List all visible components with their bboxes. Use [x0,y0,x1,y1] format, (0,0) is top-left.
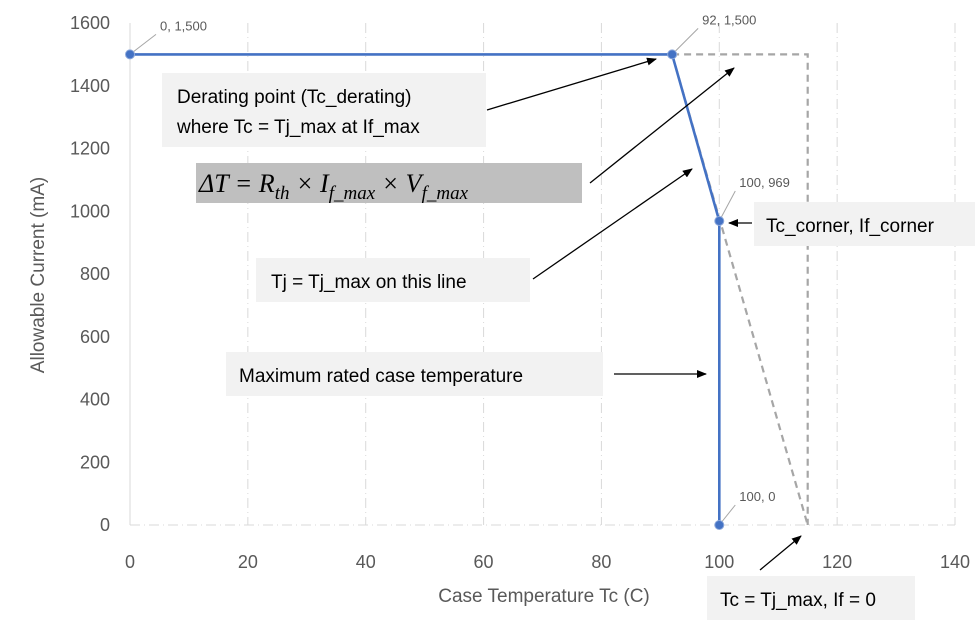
dashed-series-line [672,53,809,525]
x-axis-title: Case Temperature Tc (C) [438,586,650,607]
dashed-series-line [671,54,809,526]
y-tick-label: 800 [80,264,110,284]
y-tick-label: 1200 [70,139,110,159]
annotation-box [754,202,975,246]
x-tick-label: 60 [474,552,494,572]
x-tick-label: 140 [940,552,970,572]
annotation-box [256,258,530,302]
data-point [125,49,135,60]
data-point [714,215,725,226]
annotation-zero-text: Tc = Tj_max, If = 0 [720,590,876,611]
annotation-formula: ΔT = Rth × If_max × Vf_max [196,67,735,204]
arrow-derating [486,57,657,111]
x-tick-label: 100 [704,552,734,572]
data-point-label: 92, 1,500 [702,12,756,27]
annotation-zero: Tc = Tj_max, If = 0 [707,535,915,620]
x-tick-label: 20 [238,552,258,572]
points-layer: 0, 1,500 92, 1,500 100, 969 100, 0 [125,12,790,530]
y-tick-label: 1000 [70,201,110,221]
annotation-box [226,352,603,396]
data-point-label: 0, 1,500 [160,18,207,33]
point-leader-line [718,190,736,222]
data-point [714,520,725,530]
y-tick-label: 1400 [70,76,110,96]
arrow-zero [759,535,802,571]
allowable-current-line [130,53,721,525]
data-point-label: 100, 969 [739,175,790,190]
x-tick-label: 40 [356,552,376,572]
x-tick-label: 80 [591,552,611,572]
x-tick-labels: 0 20 40 60 80 100 120 140 [125,552,970,572]
annotation-derating-point: Derating point (Tc_derating) where Tc = … [162,57,657,147]
annotation-tj-text: Tj = Tj_max on this line [271,272,467,293]
y-tick-label: 600 [80,327,110,347]
annotation-derating-line1: Derating point (Tc_derating) [177,87,411,108]
annotation-max-case: Maximum rated case temperature [226,352,707,396]
annotation-corner: Tc_corner, If_corner [728,202,975,246]
y-tick-label: 1600 [70,13,110,33]
annotation-box [707,576,915,620]
y-axis-title: Allowable Current (mA) [28,177,49,373]
y-tick-labels: 0 200 400 600 800 1000 1200 1400 1600 [70,13,110,535]
y-tick-label: 0 [100,515,110,535]
y-tick-label: 400 [80,390,110,410]
arrow-tj [532,168,693,280]
data-point [667,49,678,60]
series-layer [130,53,809,526]
annotation-tj-line: Tj = Tj_max on this line [256,168,693,302]
annotation-corner-text: Tc_corner, If_corner [766,216,935,237]
annotation-max-case-text: Maximum rated case temperature [239,366,523,387]
y-tick-label: 200 [80,452,110,472]
x-tick-label: 120 [822,552,852,572]
annotation-derating-line2: where Tc = Tj_max at If_max [176,117,420,138]
data-point-label: 100, 0 [739,489,775,504]
formula-box [196,163,582,203]
x-tick-label: 0 [125,552,135,572]
arrow-formula [589,67,735,184]
annotation-box [162,73,486,147]
point-leader-line [129,33,157,55]
point-leader-line [671,28,699,55]
formula: ΔT = Rth × If_max × Vf_max [198,169,469,204]
